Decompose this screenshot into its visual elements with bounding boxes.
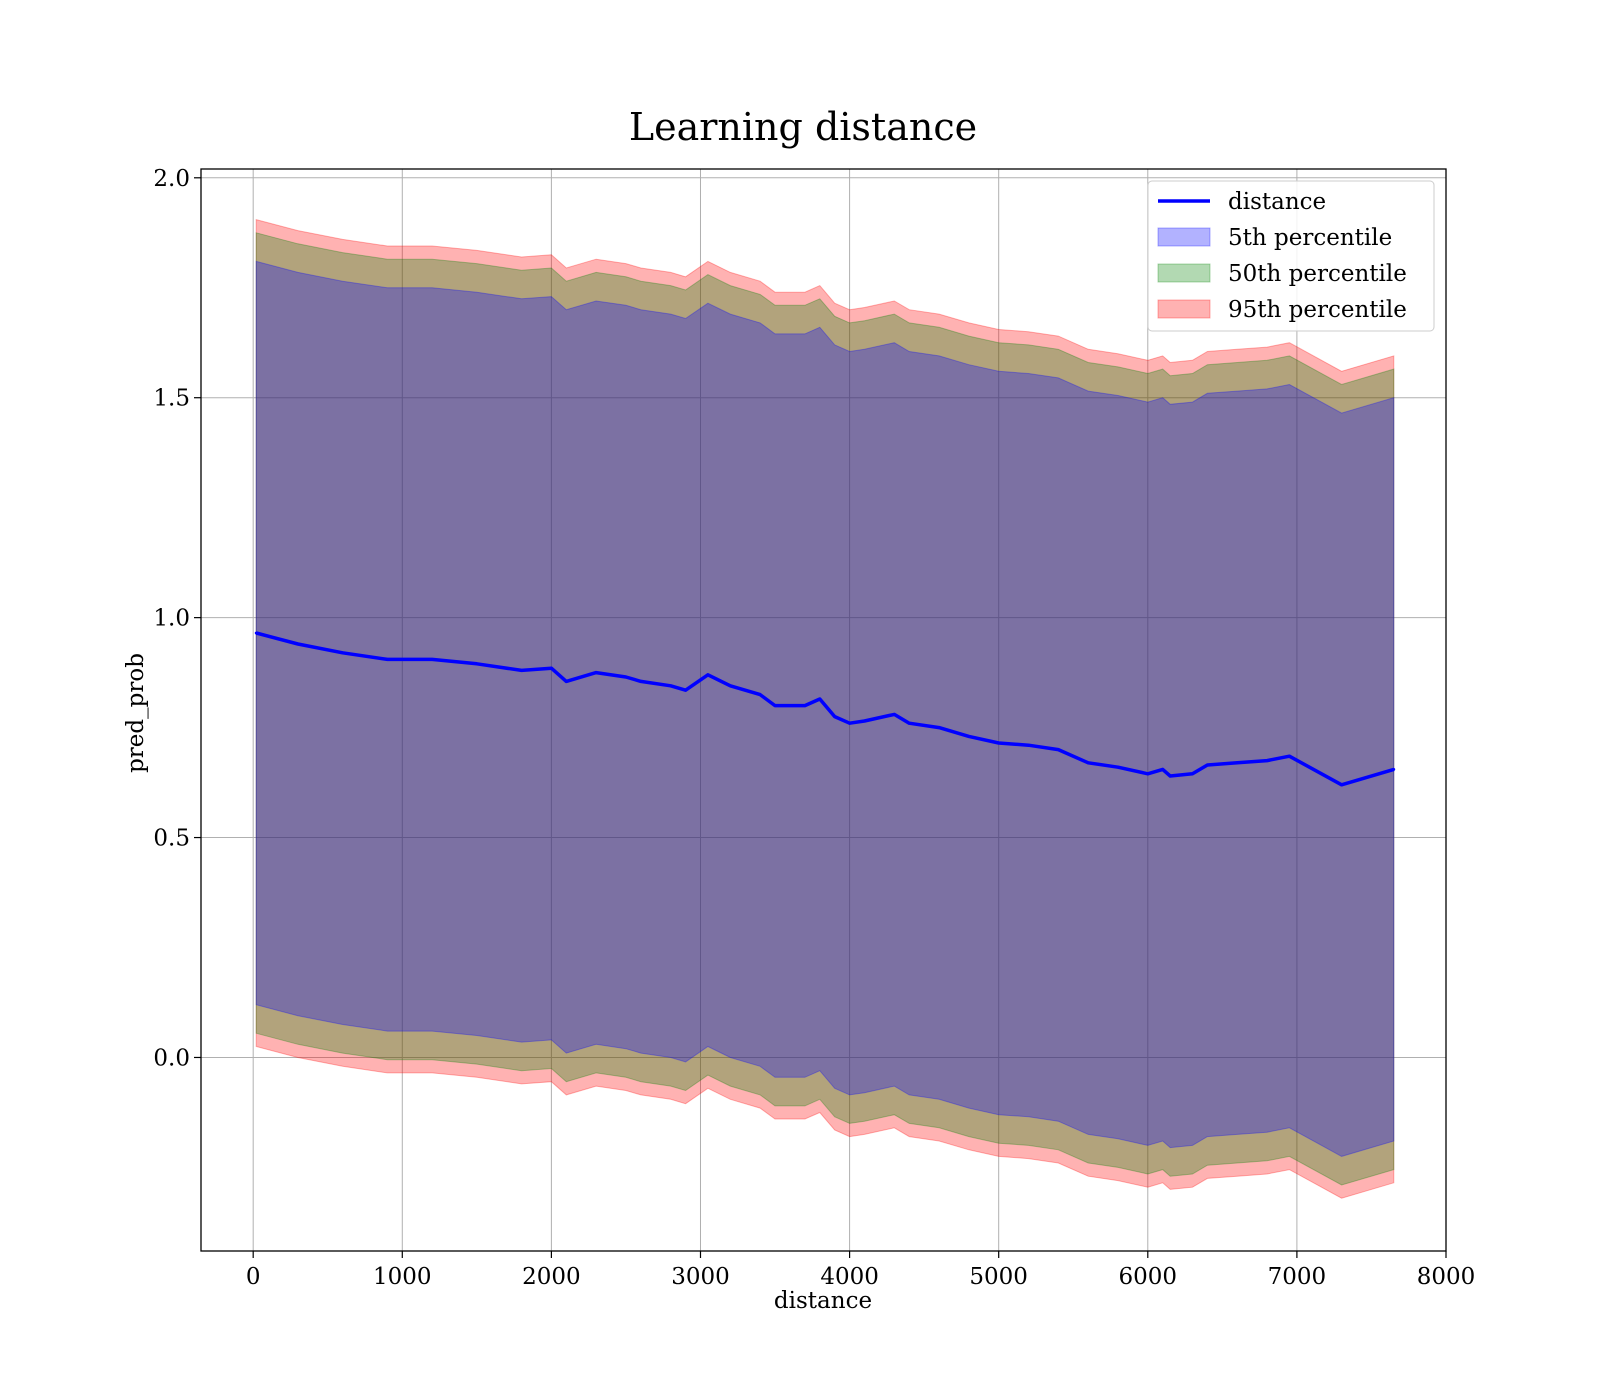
legend-label-95th-percentile: 95th percentile <box>1228 297 1407 323</box>
series-point-12 <box>669 684 673 688</box>
legend-label-distance: distance <box>1228 189 1326 215</box>
legend-swatch-5th-percentile <box>1157 227 1211 247</box>
series-point-15 <box>728 684 732 688</box>
series-point-37 <box>1235 761 1239 765</box>
series-point-8 <box>564 680 568 683</box>
legend-swatch-95th-percentile <box>1157 299 1211 319</box>
series-point-23 <box>892 712 896 716</box>
series-point-14 <box>706 673 710 677</box>
series-point-29 <box>1056 748 1060 751</box>
y-tick-label-0: 0.0 <box>153 1045 190 1071</box>
axes-frame <box>200 168 1447 1252</box>
series-point-13 <box>684 688 687 692</box>
series-point-28 <box>1027 743 1030 747</box>
series-point-17 <box>773 704 777 708</box>
series-point-38 <box>1265 759 1269 762</box>
legend-box <box>1147 180 1435 332</box>
series-point-26 <box>967 734 971 738</box>
x-tick-label-7: 7000 <box>1268 1264 1327 1290</box>
series-point-19 <box>818 697 822 701</box>
series-point-32 <box>1146 772 1150 776</box>
series-point-3 <box>385 658 389 661</box>
legend: distance 5th percentile 50th percentile 95t… <box>1147 180 1435 332</box>
x-tick-label-5: 5000 <box>969 1264 1028 1290</box>
series-line-distance <box>255 631 1395 787</box>
series-point-41 <box>1392 767 1396 771</box>
y-tick-label-4: 2.0 <box>153 166 190 192</box>
series-point-27 <box>997 741 1001 745</box>
legend-swatch-50th-percentile <box>1157 263 1211 283</box>
band-95th-percentile <box>255 218 1395 1199</box>
series-point-0 <box>254 631 258 635</box>
series-point-10 <box>624 675 628 679</box>
series-point-25 <box>937 726 941 729</box>
x-tick-label-0: 0 <box>246 1264 261 1290</box>
series-point-11 <box>639 680 643 683</box>
series-point-39 <box>1288 754 1291 758</box>
x-axis-label: distance <box>774 1288 872 1314</box>
chart-title: Learning distance <box>629 105 977 149</box>
y-tick-label-3: 1.5 <box>153 386 190 412</box>
x-tick-label-2: 2000 <box>522 1264 581 1290</box>
x-tick-label-3: 3000 <box>671 1264 730 1290</box>
series-point-5 <box>475 662 479 666</box>
series-point-4 <box>430 658 434 661</box>
series-point-20 <box>833 715 837 718</box>
plot-area <box>201 169 1447 1251</box>
band-50th-percentile <box>255 232 1395 1186</box>
series-point-34 <box>1168 774 1172 778</box>
band-5th-percentile <box>255 260 1395 1157</box>
y-tick-label-1: 0.5 <box>153 826 190 852</box>
series-point-33 <box>1161 767 1165 771</box>
series-point-7 <box>549 666 553 670</box>
series-point-16 <box>758 693 762 697</box>
series-point-30 <box>1086 761 1090 765</box>
series-point-31 <box>1116 765 1120 769</box>
x-tick-label-1: 1000 <box>373 1264 432 1290</box>
series-point-24 <box>907 721 911 725</box>
x-tick-label-8: 8000 <box>1417 1264 1476 1290</box>
series-point-2 <box>341 651 345 655</box>
series-point-22 <box>863 719 866 723</box>
series-point-1 <box>296 642 300 646</box>
y-tick-label-2: 1.0 <box>153 606 190 632</box>
x-tick-label-6: 6000 <box>1119 1264 1178 1290</box>
axes: 0 1000 2000 3000 4000 5000 6000 7000 8000 0.0 0.5 1… <box>153 166 1475 1290</box>
series-point-35 <box>1191 772 1194 776</box>
legend-label-50th-percentile: 50th percentile <box>1228 261 1407 287</box>
series-point-36 <box>1206 763 1209 767</box>
series-point-40 <box>1340 783 1344 787</box>
series-point-6 <box>520 669 523 672</box>
series-point-18 <box>803 704 807 708</box>
series-point-9 <box>594 671 598 675</box>
legend-label-5th-percentile: 5th percentile <box>1228 225 1392 251</box>
y-axis-label: pred_prob <box>123 653 149 773</box>
series-point-21 <box>848 721 851 725</box>
x-tick-label-4: 4000 <box>820 1264 879 1290</box>
